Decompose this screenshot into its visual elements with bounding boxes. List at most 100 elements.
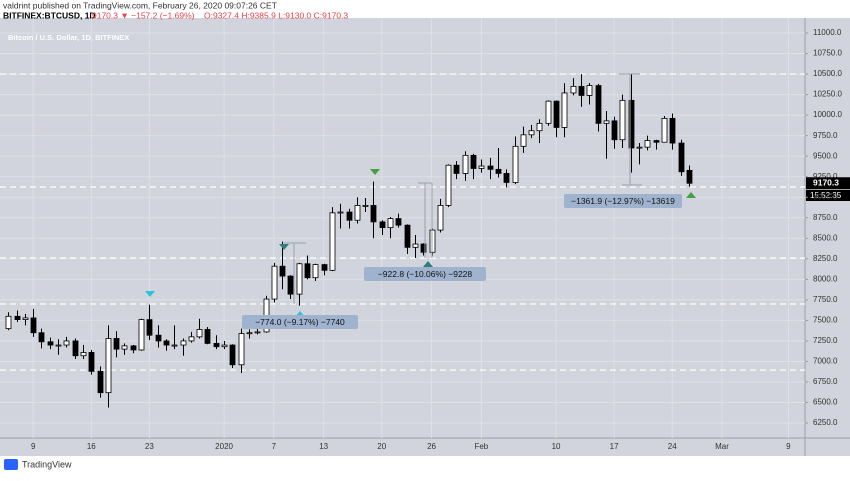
annotation-box: [564, 194, 682, 208]
candle-body: [130, 345, 137, 351]
footer: TradingView: [22, 459, 72, 469]
candle-body: [487, 165, 494, 170]
footer-logo: [4, 459, 18, 470]
watermark: Bitcoin / U.S. Dollar, 1D, BITFINEX: [8, 33, 129, 42]
candle-body: [113, 338, 120, 350]
candle-body: [254, 331, 261, 334]
candle-body: [229, 344, 236, 366]
candle-body: [478, 165, 485, 169]
plot-background: [0, 18, 805, 438]
candle-body: [636, 146, 643, 149]
y-tick-label: 7250.0: [813, 336, 838, 345]
candle-body: [271, 265, 278, 300]
candle-body: [312, 264, 319, 279]
candle-body: [246, 332, 253, 335]
candle-body: [321, 264, 328, 271]
candle-body: [80, 352, 87, 357]
candle-body: [453, 164, 460, 174]
candle-body: [14, 315, 21, 320]
candle-body: [395, 218, 402, 226]
candle-body: [121, 345, 128, 350]
x-tick-label: 16: [87, 442, 96, 451]
x-tick-label: 24: [668, 442, 677, 451]
candle-body: [653, 140, 660, 143]
candle-body: [536, 122, 543, 132]
countdown-box: [806, 190, 850, 201]
candle-body: [22, 317, 29, 320]
candle-body: [88, 352, 95, 372]
x-tick-label: Mar: [715, 442, 729, 451]
y-tick-label: 10500.0: [813, 69, 842, 78]
candle-body: [362, 205, 369, 207]
candle-body: [180, 340, 187, 346]
candle-body: [188, 336, 195, 342]
y-tick-label: 9250.0: [813, 172, 838, 181]
arrow-up: [423, 261, 433, 267]
y-tick-label: 6500.0: [813, 398, 838, 407]
y-tick-label: 7500.0: [813, 316, 838, 325]
candle-body: [437, 205, 444, 231]
countdown: 15:52:35: [810, 191, 842, 200]
x-tick-label: 9: [31, 442, 36, 451]
candle-body: [553, 100, 560, 128]
candle-body: [445, 164, 452, 206]
candle-body: [354, 205, 361, 221]
candle-body: [644, 140, 651, 148]
annotation: −774.0 (−9.17%) −7740: [255, 317, 345, 327]
y-tick-label: 7000.0: [813, 357, 838, 366]
candle-body: [603, 120, 610, 124]
last-price: 9170.3: [813, 178, 839, 188]
y-tick-label: 9000.0: [813, 192, 838, 201]
y-tick-label: 8250.0: [813, 254, 838, 263]
annotation: −1361.9 (−12.97%) −13619: [571, 196, 675, 206]
candle-body: [686, 169, 693, 184]
price-axis-background: [805, 18, 850, 438]
annotation: −922.8 (−10.06%) −9228: [378, 269, 473, 279]
candle-body: [512, 145, 519, 183]
y-tick-label: 10750.0: [813, 49, 842, 58]
x-tick-label: 13: [319, 442, 328, 451]
x-tick-label: 17: [610, 442, 619, 451]
x-tick-label: 23: [145, 442, 154, 451]
candle-body: [520, 134, 527, 147]
y-tick-label: 9750.0: [813, 131, 838, 140]
annotation-box: [242, 315, 358, 329]
candle-body: [661, 118, 668, 143]
y-tick-label: 10250.0: [813, 90, 842, 99]
candle-body: [38, 332, 45, 343]
arrow-down: [279, 244, 289, 250]
candle-body: [204, 329, 211, 344]
candle-body: [462, 154, 469, 174]
last-price-box: [806, 177, 850, 190]
candle-body: [379, 221, 386, 229]
candle-body: [55, 344, 62, 347]
candle-body: [47, 341, 54, 346]
candle-body: [404, 224, 411, 248]
arrow-down: [145, 291, 155, 297]
x-tick-label: 26: [427, 442, 436, 451]
y-tick-label: 6750.0: [813, 377, 838, 386]
candle-body: [63, 340, 70, 346]
x-tick-label: 10: [552, 442, 561, 451]
candle-body: [611, 120, 618, 141]
plot: [0, 18, 805, 438]
y-tick-label: 8500.0: [813, 233, 838, 242]
candle-body: [171, 344, 178, 347]
candle-body: [221, 344, 228, 348]
candle-body: [155, 334, 162, 342]
x-tick-label: 9: [786, 442, 791, 451]
candle-body: [561, 92, 568, 128]
candle-body: [586, 85, 593, 96]
y-tick-label: 7750.0: [813, 295, 838, 304]
candle-body: [595, 85, 602, 124]
candle-body: [279, 265, 286, 277]
x-tick-label: 20: [377, 442, 386, 451]
x-tick-label: 2020: [215, 442, 233, 451]
candle-body: [238, 333, 245, 366]
arrow-down: [370, 169, 380, 175]
candle-body: [370, 205, 377, 223]
candle-body: [146, 319, 153, 336]
candle-body: [528, 130, 535, 136]
candle-body: [296, 263, 303, 295]
